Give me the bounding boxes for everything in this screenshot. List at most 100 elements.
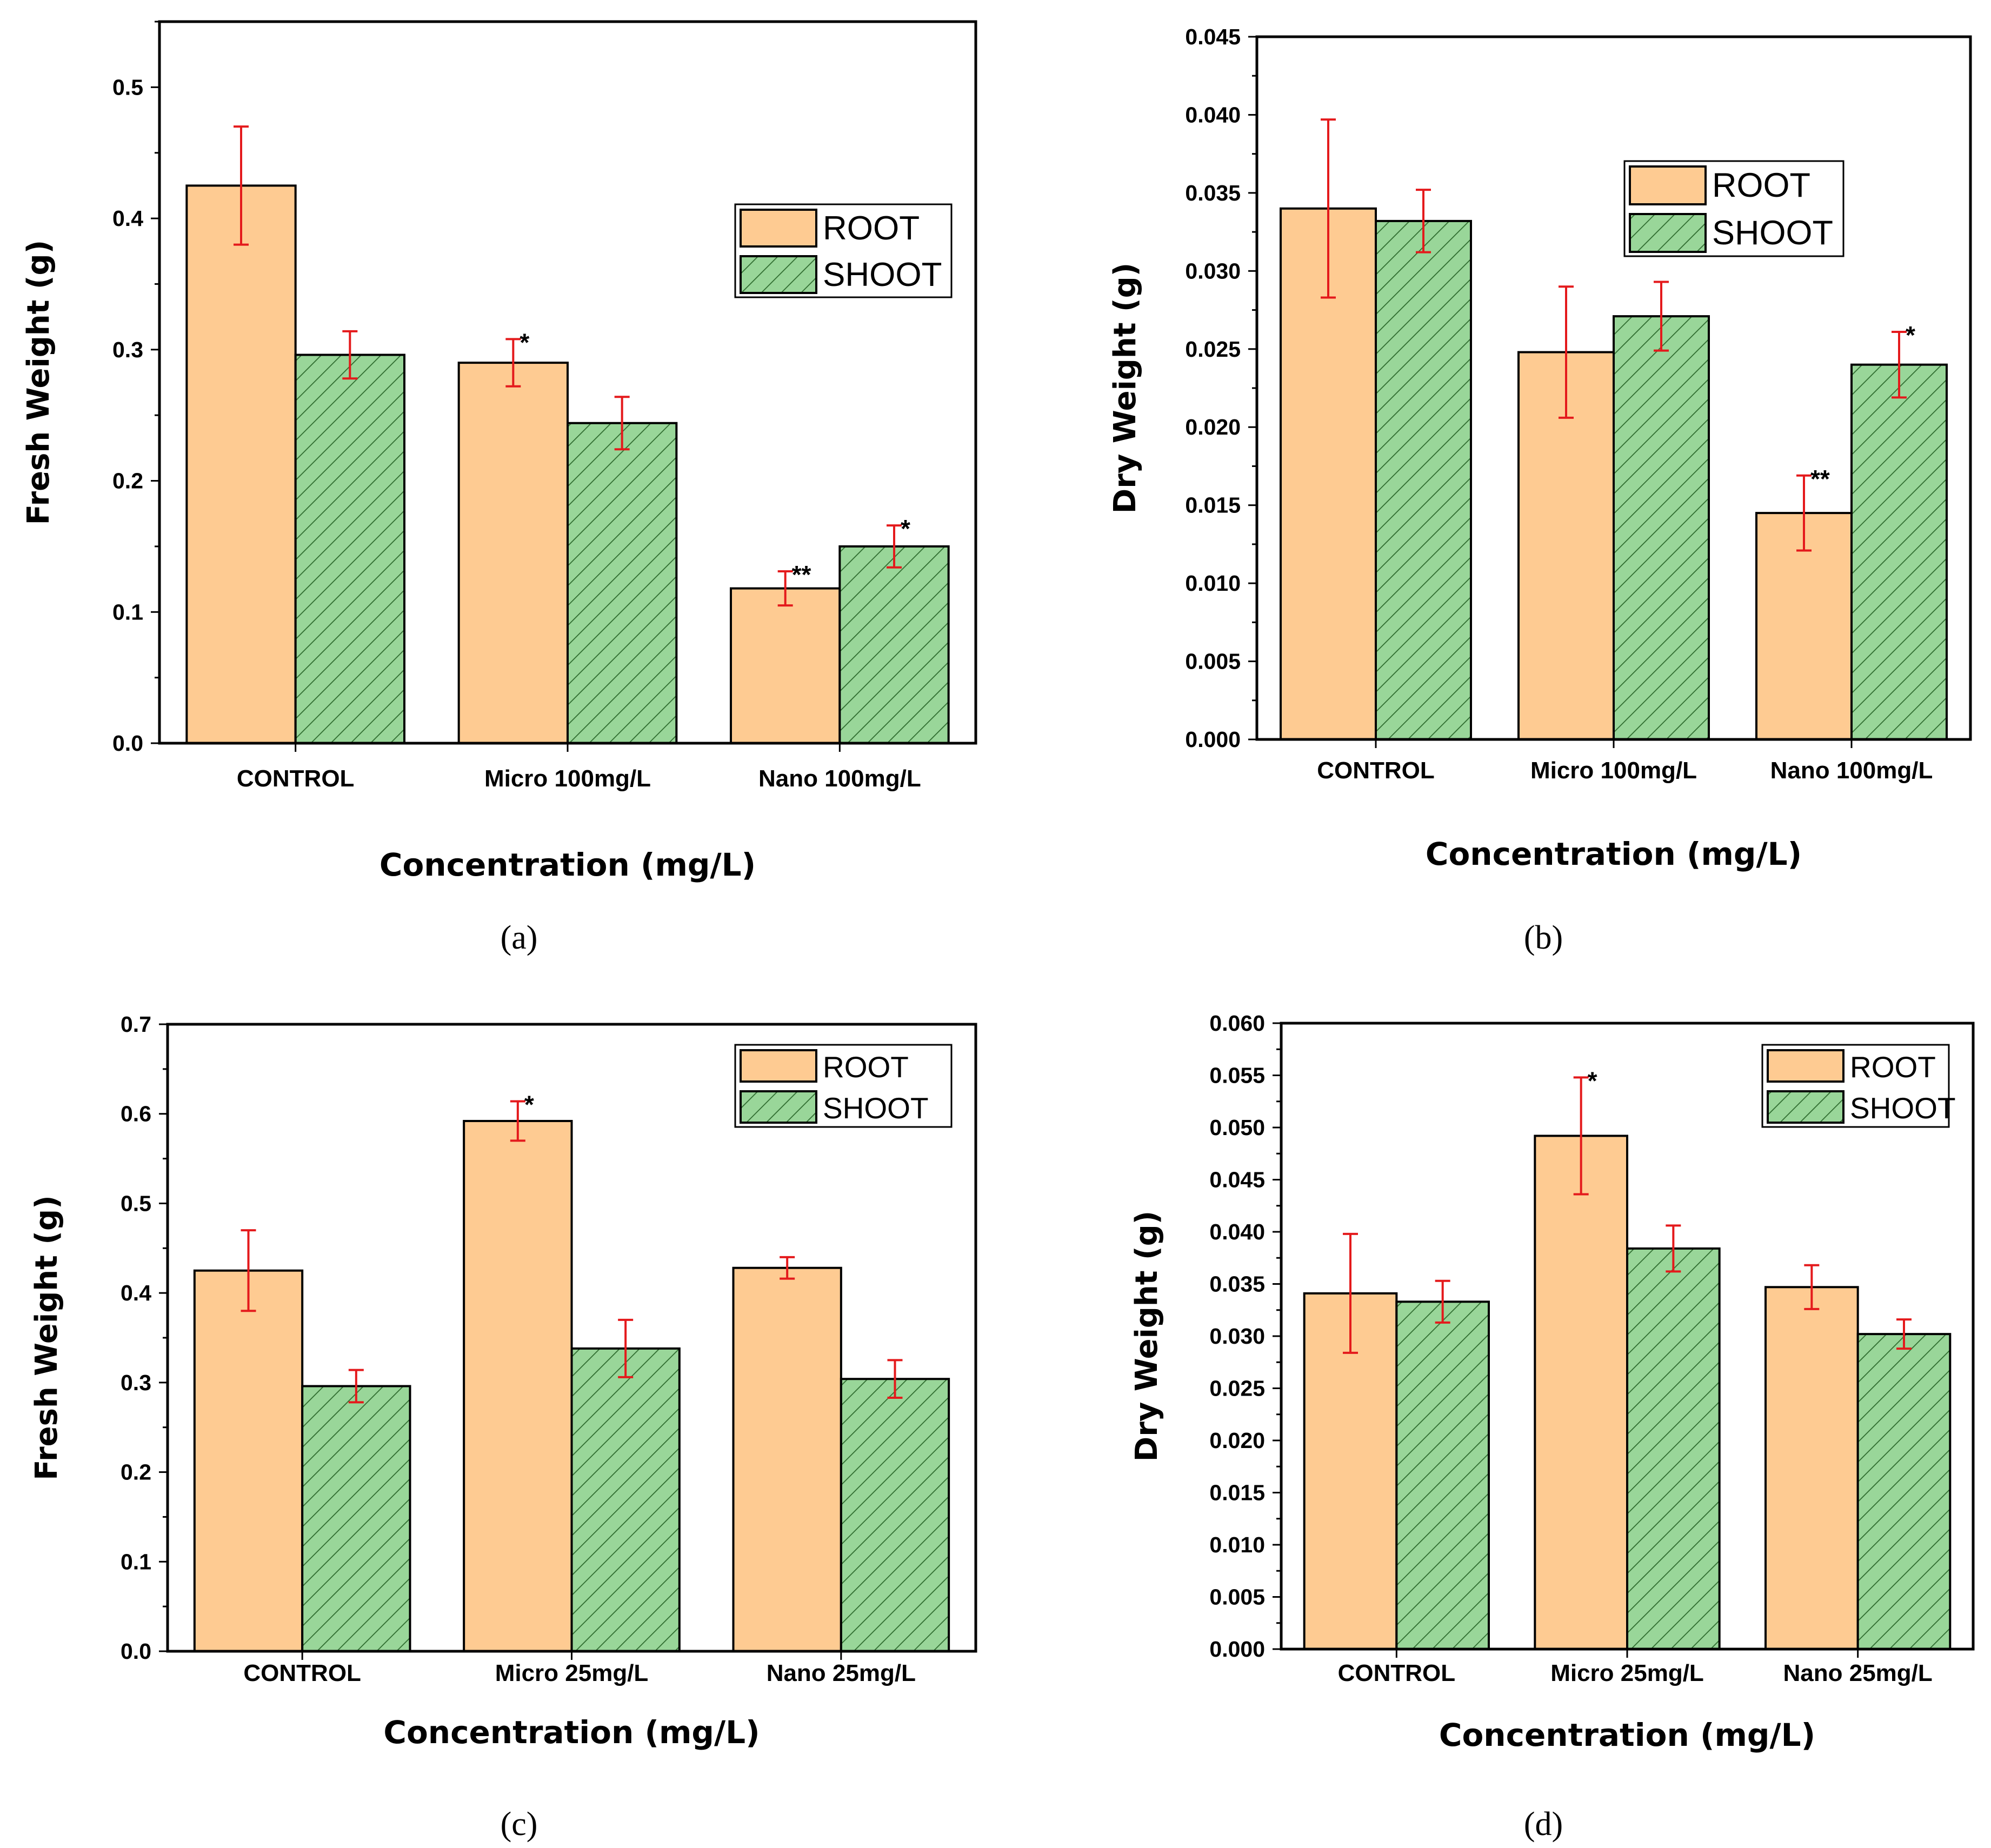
y-tick-label: 0.015 <box>1209 1480 1265 1505</box>
y-tick-label: 0.040 <box>1209 1219 1265 1244</box>
x-category-label: Nano 25mg/L <box>1783 1660 1933 1686</box>
shoot-bar <box>840 1378 950 1652</box>
x-category-label: Nano 100mg/L <box>1770 757 1933 784</box>
x-category-label: Micro 25mg/L <box>495 1660 649 1686</box>
shoot-bar <box>301 1385 411 1652</box>
shoot-bar <box>838 545 950 745</box>
y-tick-label: 0.010 <box>1185 571 1241 596</box>
y-tick-label: 0.0 <box>121 1639 151 1664</box>
legend-label-root: ROOT <box>823 1050 909 1084</box>
y-tick-label: 0.020 <box>1209 1428 1265 1453</box>
x-category-label: Micro 100mg/L <box>1530 757 1697 784</box>
y-tick-label: 0.025 <box>1185 337 1241 362</box>
root-bar <box>457 362 569 744</box>
x-axis-title: Concentration (mg/L) <box>379 846 756 883</box>
legend-swatch-root <box>740 209 817 248</box>
shoot-bar <box>1850 363 1948 740</box>
y-tick-label: 0.020 <box>1185 415 1241 439</box>
y-tick-label: 0.000 <box>1185 727 1241 752</box>
y-tick-label: 0.2 <box>112 469 143 493</box>
plot-frame <box>166 1023 977 1653</box>
x-axis-title: Concentration (mg/L) <box>1426 836 1802 872</box>
y-tick-label: 0.005 <box>1209 1585 1265 1610</box>
panel-b: 0.000 0.005 0.010 0.015 0.020 0.025 0.030 0.035… <box>1108 24 1972 956</box>
legend-swatch-shoot <box>740 255 817 294</box>
significance-star: ** <box>1810 465 1830 493</box>
panel-caption: (b) <box>1524 919 1563 956</box>
legend-swatch-shoot <box>740 1090 817 1124</box>
panel-c: 0.0 0.1 0.2 0.3 0.4 0.5 0.6 0.7 CONTROL Micro 25m… <box>29 1012 977 1843</box>
legend-label-shoot: SHOOT <box>823 1091 929 1125</box>
y-tick-label: 0.005 <box>1185 649 1241 674</box>
shoot-bar <box>1375 219 1472 740</box>
legend-swatch-root <box>1767 1049 1844 1083</box>
y-axis-title: Fresh Weight (g) <box>29 1195 64 1480</box>
legend-label-root: ROOT <box>1712 166 1810 204</box>
x-category-label: Nano 25mg/L <box>767 1660 916 1686</box>
significance-star: * <box>524 1091 534 1119</box>
x-axis-title: Concentration (mg/L) <box>1439 1717 1815 1753</box>
y-tick-label: 0.030 <box>1209 1324 1265 1349</box>
significance-star: * <box>1906 321 1915 349</box>
y-tick-label: 0.060 <box>1209 1011 1265 1036</box>
y-tick-label: 0.6 <box>121 1102 151 1126</box>
x-category-label: CONTROL <box>1317 757 1435 784</box>
y-tick-label: 0.035 <box>1185 181 1241 205</box>
shoot-bar <box>1613 315 1710 740</box>
legend-label-root: ROOT <box>823 210 920 247</box>
y-tick-label: 0.5 <box>112 75 143 99</box>
y-tick-label: 0.040 <box>1185 102 1241 127</box>
legend-label-shoot: SHOOT <box>1850 1091 1956 1125</box>
x-axis-title: Concentration (mg/L) <box>383 1714 760 1751</box>
y-tick-label: 0.050 <box>1209 1115 1265 1140</box>
y-tick-label: 0.1 <box>121 1549 151 1574</box>
legend-label-shoot: SHOOT <box>823 256 942 293</box>
root-bar <box>185 184 297 745</box>
x-category-label: Micro 100mg/L <box>484 765 651 792</box>
y-tick-label: 0.7 <box>121 1012 151 1037</box>
y-axis-title: Dry Weight (g) <box>1129 1211 1164 1462</box>
y-tick-label: 0.3 <box>121 1370 151 1395</box>
y-tick-label: 0.4 <box>121 1280 151 1305</box>
y-tick-label: 0.000 <box>1209 1637 1265 1662</box>
shoot-bar <box>1395 1300 1490 1651</box>
plot-frame <box>158 20 977 745</box>
x-category-label: CONTROL <box>243 1660 361 1686</box>
root-bar <box>463 1119 573 1652</box>
y-tick-label: 0.5 <box>121 1191 151 1216</box>
y-tick-label: 0.1 <box>112 599 143 624</box>
y-tick-label: 0.010 <box>1209 1532 1265 1557</box>
y-tick-label: 0.2 <box>121 1460 151 1485</box>
root-bar <box>1534 1135 1628 1650</box>
y-tick-label: 0.035 <box>1209 1272 1265 1297</box>
y-tick-label: 0.045 <box>1185 24 1241 49</box>
legend-swatch-shoot <box>1629 213 1707 253</box>
root-bar <box>1764 1286 1859 1651</box>
x-category-label: CONTROL <box>1338 1660 1456 1686</box>
plot-frame <box>1280 1022 1975 1651</box>
y-tick-label: 0.045 <box>1209 1167 1265 1192</box>
legend-label-root: ROOT <box>1850 1050 1936 1084</box>
root-bar <box>730 587 841 744</box>
y-tick-label: 0.055 <box>1209 1063 1265 1088</box>
significance-star: * <box>1588 1066 1597 1095</box>
y-tick-label: 0.015 <box>1185 493 1241 518</box>
root-bar <box>732 1266 842 1653</box>
y-axis-title: Dry Weight (g) <box>1108 263 1143 514</box>
legend-swatch-root <box>1629 165 1707 205</box>
panel-caption: (d) <box>1524 1806 1563 1843</box>
x-category-label: Micro 25mg/L <box>1550 1660 1704 1686</box>
panel-caption: (a) <box>501 919 538 956</box>
x-category-label: Nano 100mg/L <box>758 765 921 792</box>
y-tick-label: 0.030 <box>1185 258 1241 283</box>
legend-swatch-root <box>740 1049 817 1083</box>
panel-d: 0.000 0.005 0.010 0.015 0.020 0.025 0.030 0.035… <box>1129 1011 1975 1843</box>
y-tick-label: 0.025 <box>1209 1376 1265 1401</box>
legend-swatch-shoot <box>1767 1090 1844 1124</box>
shoot-bar <box>294 353 406 744</box>
shoot-bar <box>1626 1247 1721 1650</box>
root-bar <box>193 1269 304 1653</box>
shoot-bar <box>567 422 678 744</box>
panel-caption: (c) <box>501 1806 538 1843</box>
